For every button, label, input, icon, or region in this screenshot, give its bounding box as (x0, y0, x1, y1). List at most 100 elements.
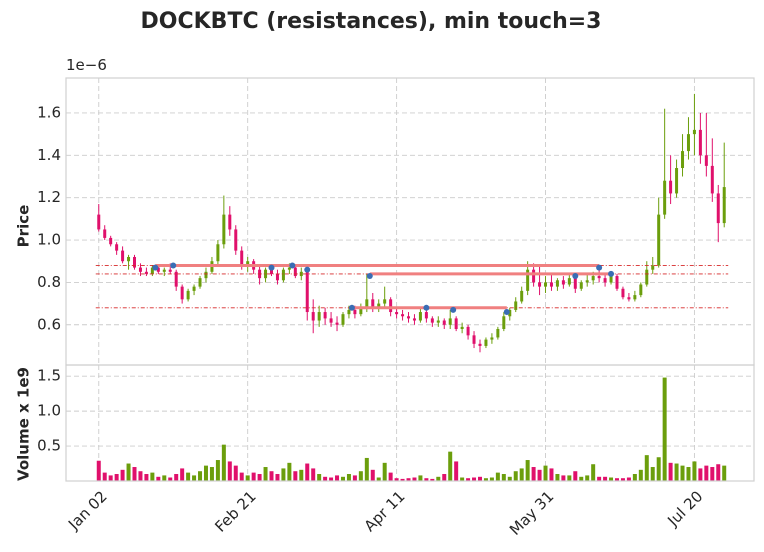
volume-bar (126, 463, 131, 481)
candle-body (681, 151, 685, 169)
volume-bar (120, 469, 125, 481)
y-tick-label: 1.2 (37, 188, 61, 206)
candle-body (222, 214, 226, 245)
y-tick-label: 1.4 (37, 146, 61, 164)
candle-body (460, 326, 464, 329)
volume-bar (215, 460, 220, 481)
candle-body (663, 180, 667, 215)
volume-bar (132, 467, 137, 481)
volume-bar (96, 460, 101, 481)
volume-bar (704, 465, 709, 481)
volume-bar (394, 478, 399, 481)
volume-bar (543, 465, 548, 481)
candle-body (615, 276, 619, 289)
candle-body (675, 168, 679, 194)
volume-bar (412, 477, 417, 481)
y-tick-label: 1.0 (37, 231, 61, 249)
volume-bar (317, 474, 322, 481)
volume-bar (102, 472, 107, 481)
candle-body (293, 267, 297, 277)
volume-bar (674, 463, 679, 481)
volume-axis-label: Volume x 1e9 (15, 367, 33, 481)
volume-bar (585, 475, 590, 481)
candle-body (162, 269, 166, 272)
volume-bar (388, 472, 393, 481)
candle-body (216, 244, 220, 262)
volume-bar (442, 474, 447, 481)
volume-bar (436, 476, 441, 481)
candle-body (686, 134, 690, 152)
candle-body (472, 335, 476, 344)
candle-body (722, 187, 726, 224)
candle-body (579, 282, 583, 289)
candle-body (508, 309, 512, 317)
touch-point (348, 304, 355, 311)
candle-body (264, 269, 268, 279)
touch-point (268, 264, 275, 271)
candle-body (526, 269, 530, 291)
volume-bar (382, 462, 387, 481)
volume-frame (65, 364, 755, 482)
candle-body (383, 299, 387, 304)
candle-body (651, 265, 655, 270)
volume-bar (519, 468, 524, 481)
volume-bar (162, 475, 167, 481)
touch-point (289, 262, 296, 269)
volume-bar (567, 475, 572, 481)
candle-body (377, 303, 381, 308)
volume-bar (597, 476, 602, 481)
volume-bar (638, 469, 643, 481)
candle-body (329, 318, 333, 323)
volume-bar (186, 472, 191, 481)
volume-bar (430, 478, 435, 481)
volume-bar (555, 474, 560, 481)
candle-body (109, 237, 113, 245)
volume-bar (245, 475, 250, 481)
volume-bar (620, 478, 625, 481)
volume-bar (603, 476, 608, 481)
touch-point (366, 273, 373, 280)
candle-body (591, 276, 595, 281)
candle-body (544, 282, 548, 287)
candle-body (311, 312, 315, 321)
candle-body (365, 299, 369, 308)
volume-bar (323, 476, 328, 481)
volume-bar (150, 472, 155, 481)
volume-bar (340, 476, 345, 481)
candle-body (692, 129, 696, 135)
touch-point (450, 306, 457, 313)
candle-body (192, 286, 196, 291)
candle-body (412, 318, 416, 321)
volume-bar (233, 465, 238, 481)
volume-bar (275, 474, 280, 481)
volume-bar (460, 477, 465, 481)
volume-bar (609, 477, 614, 481)
candle-body (538, 282, 542, 287)
candle-body (305, 271, 309, 313)
candle-body (198, 278, 202, 287)
volume-bar (251, 472, 256, 481)
volume-bar (489, 477, 494, 481)
volume-bar (501, 474, 506, 481)
candle-body (115, 244, 119, 251)
candle-body (478, 343, 482, 346)
volume-bar (221, 444, 226, 481)
y-tick-label: 0.8 (37, 273, 61, 291)
volume-bar (299, 469, 304, 481)
candle-body (573, 278, 577, 289)
volume-bar (406, 478, 411, 481)
candle-body (639, 284, 643, 296)
candle-body (627, 297, 631, 300)
candle-body (395, 312, 399, 315)
candle-body (424, 312, 428, 319)
candle-body (246, 261, 250, 266)
candle-body (144, 271, 148, 274)
candle-body (561, 280, 565, 285)
candle-body (549, 282, 553, 287)
volume-bar (668, 462, 673, 481)
volume-bar (644, 455, 649, 481)
candle-body (407, 316, 411, 319)
candle-body (174, 271, 178, 287)
